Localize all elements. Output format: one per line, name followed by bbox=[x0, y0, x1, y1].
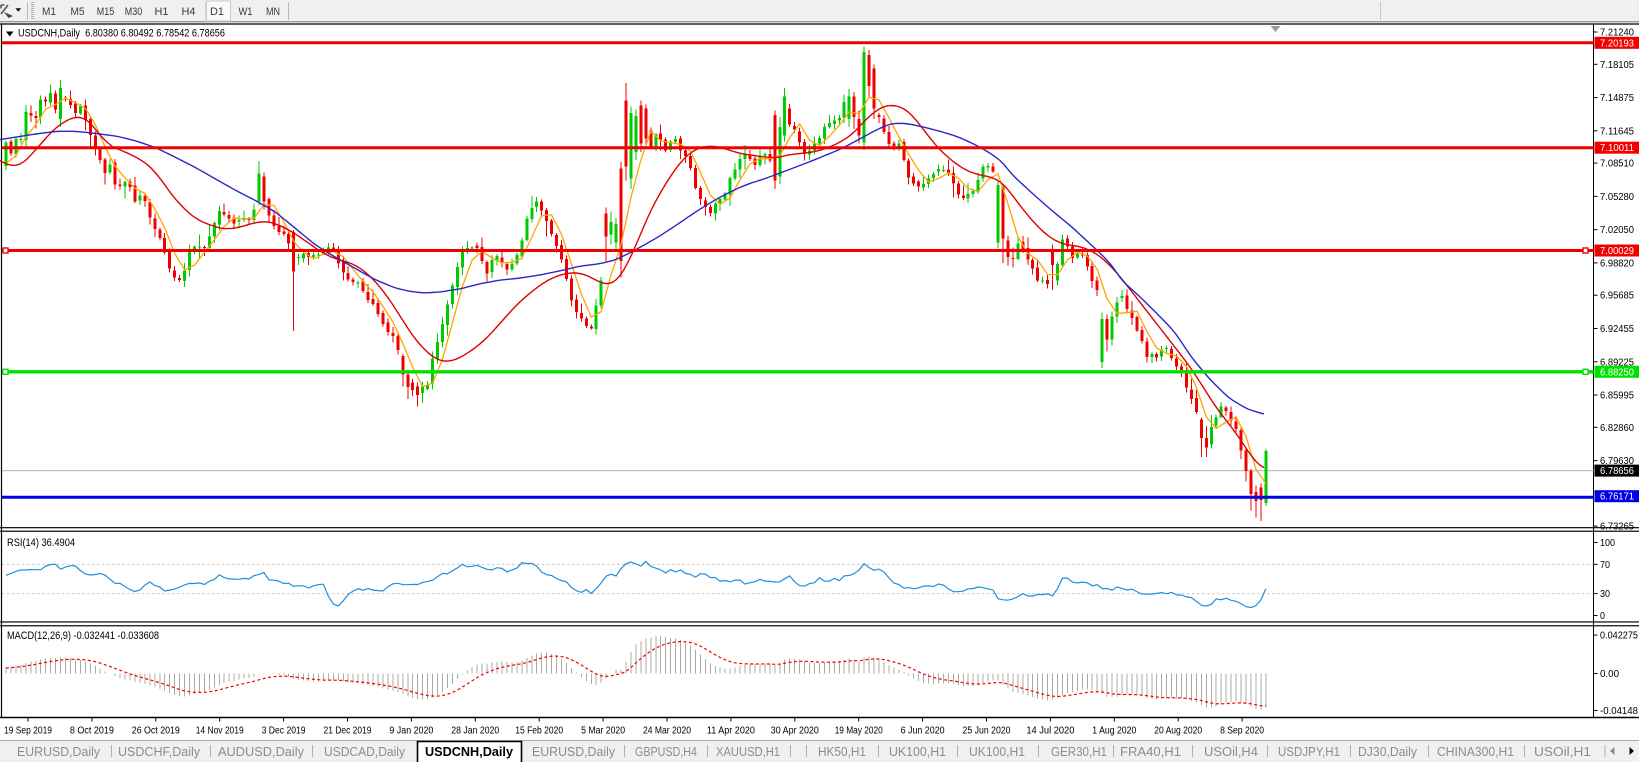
svg-text:6.79630: 6.79630 bbox=[1600, 456, 1634, 467]
svg-text:100: 100 bbox=[1600, 538, 1615, 549]
svg-text:7.11645: 7.11645 bbox=[1600, 126, 1634, 137]
svg-text:6.89225: 6.89225 bbox=[1600, 357, 1634, 368]
svg-text:30 Apr 2020: 30 Apr 2020 bbox=[771, 726, 819, 737]
svg-text:6 Jun 2020: 6 Jun 2020 bbox=[901, 726, 945, 737]
svg-text:M30: M30 bbox=[125, 6, 143, 18]
svg-text:1 Aug 2020: 1 Aug 2020 bbox=[1092, 726, 1136, 737]
svg-text:21 Dec 2019: 21 Dec 2019 bbox=[324, 726, 372, 737]
svg-text:11 Apr 2020: 11 Apr 2020 bbox=[707, 726, 755, 737]
svg-text:DJ30,Daily: DJ30,Daily bbox=[1358, 745, 1418, 759]
svg-text:7.00029: 7.00029 bbox=[1600, 246, 1634, 257]
svg-text:UK100,H1: UK100,H1 bbox=[889, 745, 946, 759]
svg-text:8 Oct 2019: 8 Oct 2019 bbox=[70, 726, 114, 737]
svg-text:-0.04148: -0.04148 bbox=[1600, 706, 1638, 717]
svg-text:H1: H1 bbox=[155, 6, 169, 18]
svg-text:15 Feb 2020: 15 Feb 2020 bbox=[515, 726, 563, 737]
svg-text:19 May 2020: 19 May 2020 bbox=[835, 726, 883, 737]
svg-text:0: 0 bbox=[1600, 611, 1605, 622]
svg-text:USDCHF,Daily: USDCHF,Daily bbox=[118, 745, 201, 759]
svg-text:USOil,H4: USOil,H4 bbox=[1204, 745, 1258, 759]
svg-text:7.21240: 7.21240 bbox=[1600, 28, 1634, 39]
svg-text:0.00: 0.00 bbox=[1600, 669, 1619, 680]
svg-text:8 Sep 2020: 8 Sep 2020 bbox=[1220, 726, 1264, 737]
svg-text:HK50,H1: HK50,H1 bbox=[818, 745, 866, 759]
svg-text:XAUUSD,H1: XAUUSD,H1 bbox=[716, 745, 780, 759]
svg-text:USDCNH,Daily 6.80380 6.80492: USDCNH,Daily 6.80380 6.80492 6.78542 6.7… bbox=[18, 28, 225, 40]
svg-text:6.98820: 6.98820 bbox=[1600, 258, 1634, 269]
svg-text:AUDUSD,Daily: AUDUSD,Daily bbox=[218, 745, 305, 759]
svg-text:7.02050: 7.02050 bbox=[1600, 225, 1634, 236]
svg-text:7.08510: 7.08510 bbox=[1600, 159, 1634, 170]
svg-text:CHINA300,H1: CHINA300,H1 bbox=[1437, 745, 1514, 759]
svg-text:0.042275: 0.042275 bbox=[1600, 631, 1638, 642]
svg-text:M5: M5 bbox=[71, 6, 85, 18]
svg-text:6.82860: 6.82860 bbox=[1600, 423, 1634, 434]
svg-text:30: 30 bbox=[1600, 589, 1610, 600]
svg-text:28 Jan 2020: 28 Jan 2020 bbox=[451, 726, 499, 737]
svg-text:70: 70 bbox=[1600, 560, 1610, 571]
svg-text:26 Oct 2019: 26 Oct 2019 bbox=[132, 726, 180, 737]
svg-text:GER30,H1: GER30,H1 bbox=[1051, 745, 1107, 759]
svg-text:7.05280: 7.05280 bbox=[1600, 192, 1634, 203]
svg-text:H4: H4 bbox=[182, 6, 196, 18]
svg-text:14 Nov 2019: 14 Nov 2019 bbox=[196, 726, 244, 737]
svg-text:RSI(14) 36.4904: RSI(14) 36.4904 bbox=[7, 537, 75, 549]
svg-text:M1: M1 bbox=[42, 6, 56, 18]
svg-text:USOil,H1: USOil,H1 bbox=[1534, 745, 1591, 759]
svg-text:6.78656: 6.78656 bbox=[1600, 466, 1634, 477]
svg-text:3 Dec 2019: 3 Dec 2019 bbox=[262, 726, 306, 737]
svg-text:USDCNH,Daily: USDCNH,Daily bbox=[425, 745, 513, 759]
svg-text:7.20193: 7.20193 bbox=[1600, 38, 1634, 49]
svg-text:D1: D1 bbox=[210, 6, 224, 18]
svg-text:7.10011: 7.10011 bbox=[1600, 143, 1634, 154]
svg-text:20 Aug 2020: 20 Aug 2020 bbox=[1154, 726, 1202, 737]
svg-text:6.95685: 6.95685 bbox=[1600, 291, 1634, 302]
svg-text:6.85995: 6.85995 bbox=[1600, 391, 1634, 402]
svg-text:UK100,H1: UK100,H1 bbox=[969, 745, 1025, 759]
svg-text:USDJPY,H1: USDJPY,H1 bbox=[1278, 745, 1340, 759]
svg-text:25 Jun 2020: 25 Jun 2020 bbox=[963, 726, 1011, 737]
svg-text:24 Mar 2020: 24 Mar 2020 bbox=[643, 726, 691, 737]
svg-text:6.73265: 6.73265 bbox=[1600, 522, 1634, 533]
svg-text:FRA40,H1: FRA40,H1 bbox=[1120, 745, 1181, 759]
svg-text:19 Sep 2019: 19 Sep 2019 bbox=[4, 726, 52, 737]
svg-text:6.76171: 6.76171 bbox=[1600, 492, 1634, 503]
svg-text:GBPUSD,H4: GBPUSD,H4 bbox=[635, 745, 697, 759]
svg-text:USDCAD,Daily: USDCAD,Daily bbox=[324, 745, 406, 759]
svg-text:7.18105: 7.18105 bbox=[1600, 60, 1634, 71]
svg-text:MN: MN bbox=[266, 6, 280, 18]
svg-text:EURUSD,Daily: EURUSD,Daily bbox=[532, 745, 616, 759]
svg-text:M15: M15 bbox=[97, 6, 115, 18]
svg-text:6.92455: 6.92455 bbox=[1600, 324, 1634, 335]
svg-text:EURUSD,Daily: EURUSD,Daily bbox=[17, 745, 101, 759]
svg-text:6.88250: 6.88250 bbox=[1600, 367, 1634, 378]
svg-text:5 Mar 2020: 5 Mar 2020 bbox=[581, 726, 625, 737]
svg-text:14 Jul 2020: 14 Jul 2020 bbox=[1026, 726, 1074, 737]
svg-text:W1: W1 bbox=[239, 6, 253, 18]
svg-text:9 Jan 2020: 9 Jan 2020 bbox=[389, 726, 433, 737]
svg-text:7.14875: 7.14875 bbox=[1600, 93, 1634, 104]
svg-text:MACD(12,26,9) -0.032441 -0.033: MACD(12,26,9) -0.032441 -0.033608 bbox=[7, 630, 159, 642]
